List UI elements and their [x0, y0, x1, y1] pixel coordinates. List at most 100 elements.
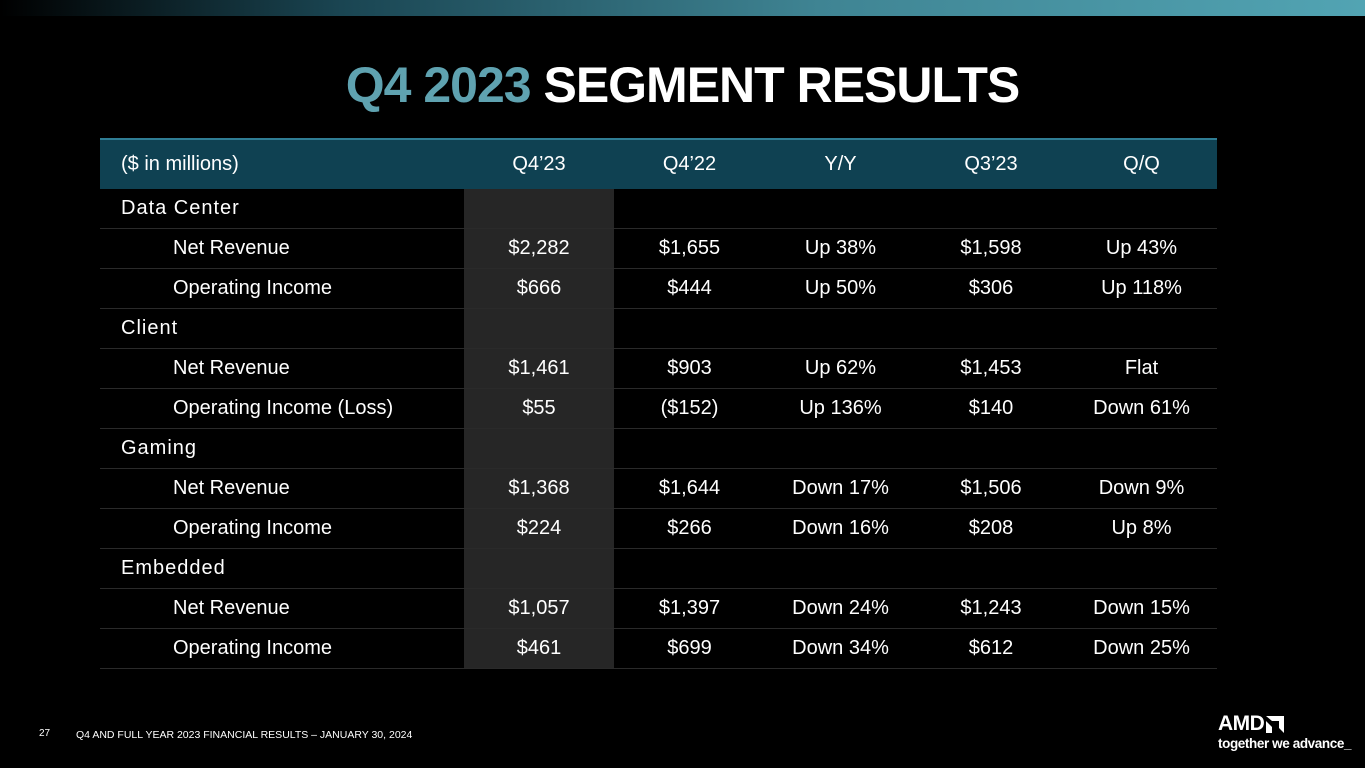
page-number: 27 — [39, 728, 51, 739]
cell-label: Client — [100, 308, 464, 349]
title-main: SEGMENT RESULTS — [543, 57, 1020, 113]
cell-q4-23: $2,282 — [464, 228, 614, 269]
logo-tagline: together we advance_ — [1218, 736, 1352, 751]
table-row: Operating Income $461 $699 Down 34% $612 Down… — [100, 628, 1217, 669]
cell-q4-22 — [614, 428, 765, 469]
cell-q3-23 — [916, 428, 1066, 469]
slide-title: Q4 2023 SEGMENT RESULTS — [0, 56, 1365, 114]
cell-yy: Down 17% — [765, 468, 916, 509]
cell-q3-23: $1,453 — [916, 348, 1066, 389]
table-segment-row: Client — [100, 308, 1217, 349]
cell-label: Net Revenue — [100, 588, 464, 629]
amd-arrow-icon — [1266, 715, 1285, 733]
amd-logo: AMD together we advance_ — [1218, 713, 1352, 753]
table-row: Operating Income $666 $444 Up 50% $306 Up 118… — [100, 268, 1217, 309]
cell-q4-22 — [614, 308, 765, 349]
cell-qq — [1066, 548, 1217, 589]
cell-q3-23: $1,598 — [916, 228, 1066, 269]
cell-q3-23 — [916, 189, 1066, 229]
table-row: Net Revenue $2,282 $1,655 Up 38% $1,598 Up 43… — [100, 228, 1217, 269]
cell-qq: Down 9% — [1066, 468, 1217, 509]
header-cell-yy: Y/Y — [824, 153, 857, 175]
cell-label: Operating Income — [100, 268, 464, 309]
table-segment-row: Gaming — [100, 428, 1217, 469]
cell-q4-23 — [464, 189, 614, 229]
table-segment-row: Data Center — [100, 189, 1217, 229]
footer-text: Q4 AND FULL YEAR 2023 FINANCIAL RESULTS … — [76, 729, 413, 741]
cell-yy: Down 34% — [765, 628, 916, 669]
header-cell-q4-22: Q4’22 — [662, 153, 717, 175]
cell-qq — [1066, 308, 1217, 349]
cell-q4-22: $1,655 — [614, 228, 765, 269]
cell-label: Gaming — [100, 428, 464, 469]
cell-q4-22: $266 — [614, 508, 765, 549]
cell-q3-23: $1,506 — [916, 468, 1066, 509]
table-header: ($ in millions) Q4’23 Q4’22 Y/Y Q3’23 Q/… — [100, 139, 1217, 189]
cell-yy — [765, 548, 916, 589]
cell-q3-23: $140 — [916, 388, 1066, 429]
cell-qq: Flat — [1066, 348, 1217, 389]
cell-yy — [765, 428, 916, 469]
table-body: Data Center Net Revenue $2,282 $1,655 Up 38%… — [100, 189, 1217, 669]
cell-q4-23: $1,461 — [464, 348, 614, 389]
cell-q4-22: $1,644 — [614, 468, 765, 509]
table-header-row: ($ in millions) Q4’23 Q4’22 Y/Y Q3’23 Q/… — [100, 139, 1217, 189]
cell-label: Operating Income — [100, 628, 464, 669]
header-cell-qq: Q/Q — [1123, 153, 1160, 175]
cell-yy — [765, 189, 916, 229]
cell-q3-23: $1,243 — [916, 588, 1066, 629]
title-accent: Q4 2023 — [345, 57, 532, 113]
cell-q3-23: $306 — [916, 268, 1066, 309]
cell-qq: Up 43% — [1066, 228, 1217, 269]
cell-q4-23: $1,057 — [464, 588, 614, 629]
cell-label: Operating Income — [100, 508, 464, 549]
segment-results-table-container: ($ in millions) Q4’23 Q4’22 Y/Y Q3’23 Q/… — [100, 138, 1217, 669]
cell-qq: Down 61% — [1066, 388, 1217, 429]
cell-q4-23 — [464, 548, 614, 589]
logo-wordmark-row: AMD — [1218, 713, 1338, 735]
cell-yy: Up 136% — [765, 388, 916, 429]
cell-label: Net Revenue — [100, 468, 464, 509]
cell-q4-23: $461 — [464, 628, 614, 669]
logo-wordmark: AMD — [1218, 712, 1265, 735]
table-segment-row: Embedded — [100, 548, 1217, 589]
cell-qq: Up 118% — [1066, 268, 1217, 309]
cell-yy — [765, 308, 916, 349]
cell-yy: Down 16% — [765, 508, 916, 549]
segment-results-table: ($ in millions) Q4’23 Q4’22 Y/Y Q3’23 Q/… — [100, 138, 1217, 669]
cell-q4-22: $699 — [614, 628, 765, 669]
cell-q4-22: $903 — [614, 348, 765, 389]
cell-q3-23 — [916, 308, 1066, 349]
cell-label: Net Revenue — [100, 348, 464, 389]
cell-yy: Up 62% — [765, 348, 916, 389]
table-row: Net Revenue $1,057 $1,397 Down 24% $1,243 Dow… — [100, 588, 1217, 629]
cell-q4-23 — [464, 428, 614, 469]
cell-q4-22: $444 — [614, 268, 765, 309]
cell-q4-23: $666 — [464, 268, 614, 309]
cell-qq — [1066, 428, 1217, 469]
cell-q4-22: ($152) — [614, 388, 765, 429]
cell-label: Embedded — [100, 548, 464, 589]
cell-q3-23: $208 — [916, 508, 1066, 549]
cell-q4-22: $1,397 — [614, 588, 765, 629]
top-gradient-bar — [0, 0, 1365, 16]
cell-q4-22 — [614, 548, 765, 589]
table-row: Net Revenue $1,461 $903 Up 62% $1,453 Flat — [100, 348, 1217, 389]
cell-q4-23: $224 — [464, 508, 614, 549]
table-row: Operating Income $224 $266 Down 16% $208 Up 8… — [100, 508, 1217, 549]
cell-q3-23: $612 — [916, 628, 1066, 669]
cell-q4-23 — [464, 308, 614, 349]
cell-label: Net Revenue — [100, 228, 464, 269]
cell-q3-23 — [916, 548, 1066, 589]
header-cell-label: ($ in millions) — [121, 153, 239, 175]
header-cell-q3-23: Q3’23 — [964, 153, 1018, 175]
table-row: Operating Income (Loss) $55 ($152) Up 136% $… — [100, 388, 1217, 429]
cell-label: Data Center — [100, 189, 464, 229]
cell-qq — [1066, 189, 1217, 229]
cell-q4-22 — [614, 189, 765, 229]
cell-q4-23: $55 — [464, 388, 614, 429]
table-row: Net Revenue $1,368 $1,644 Down 17% $1,506 Dow… — [100, 468, 1217, 509]
cell-yy: Down 24% — [765, 588, 916, 629]
cell-qq: Up 8% — [1066, 508, 1217, 549]
cell-yy: Up 50% — [765, 268, 916, 309]
